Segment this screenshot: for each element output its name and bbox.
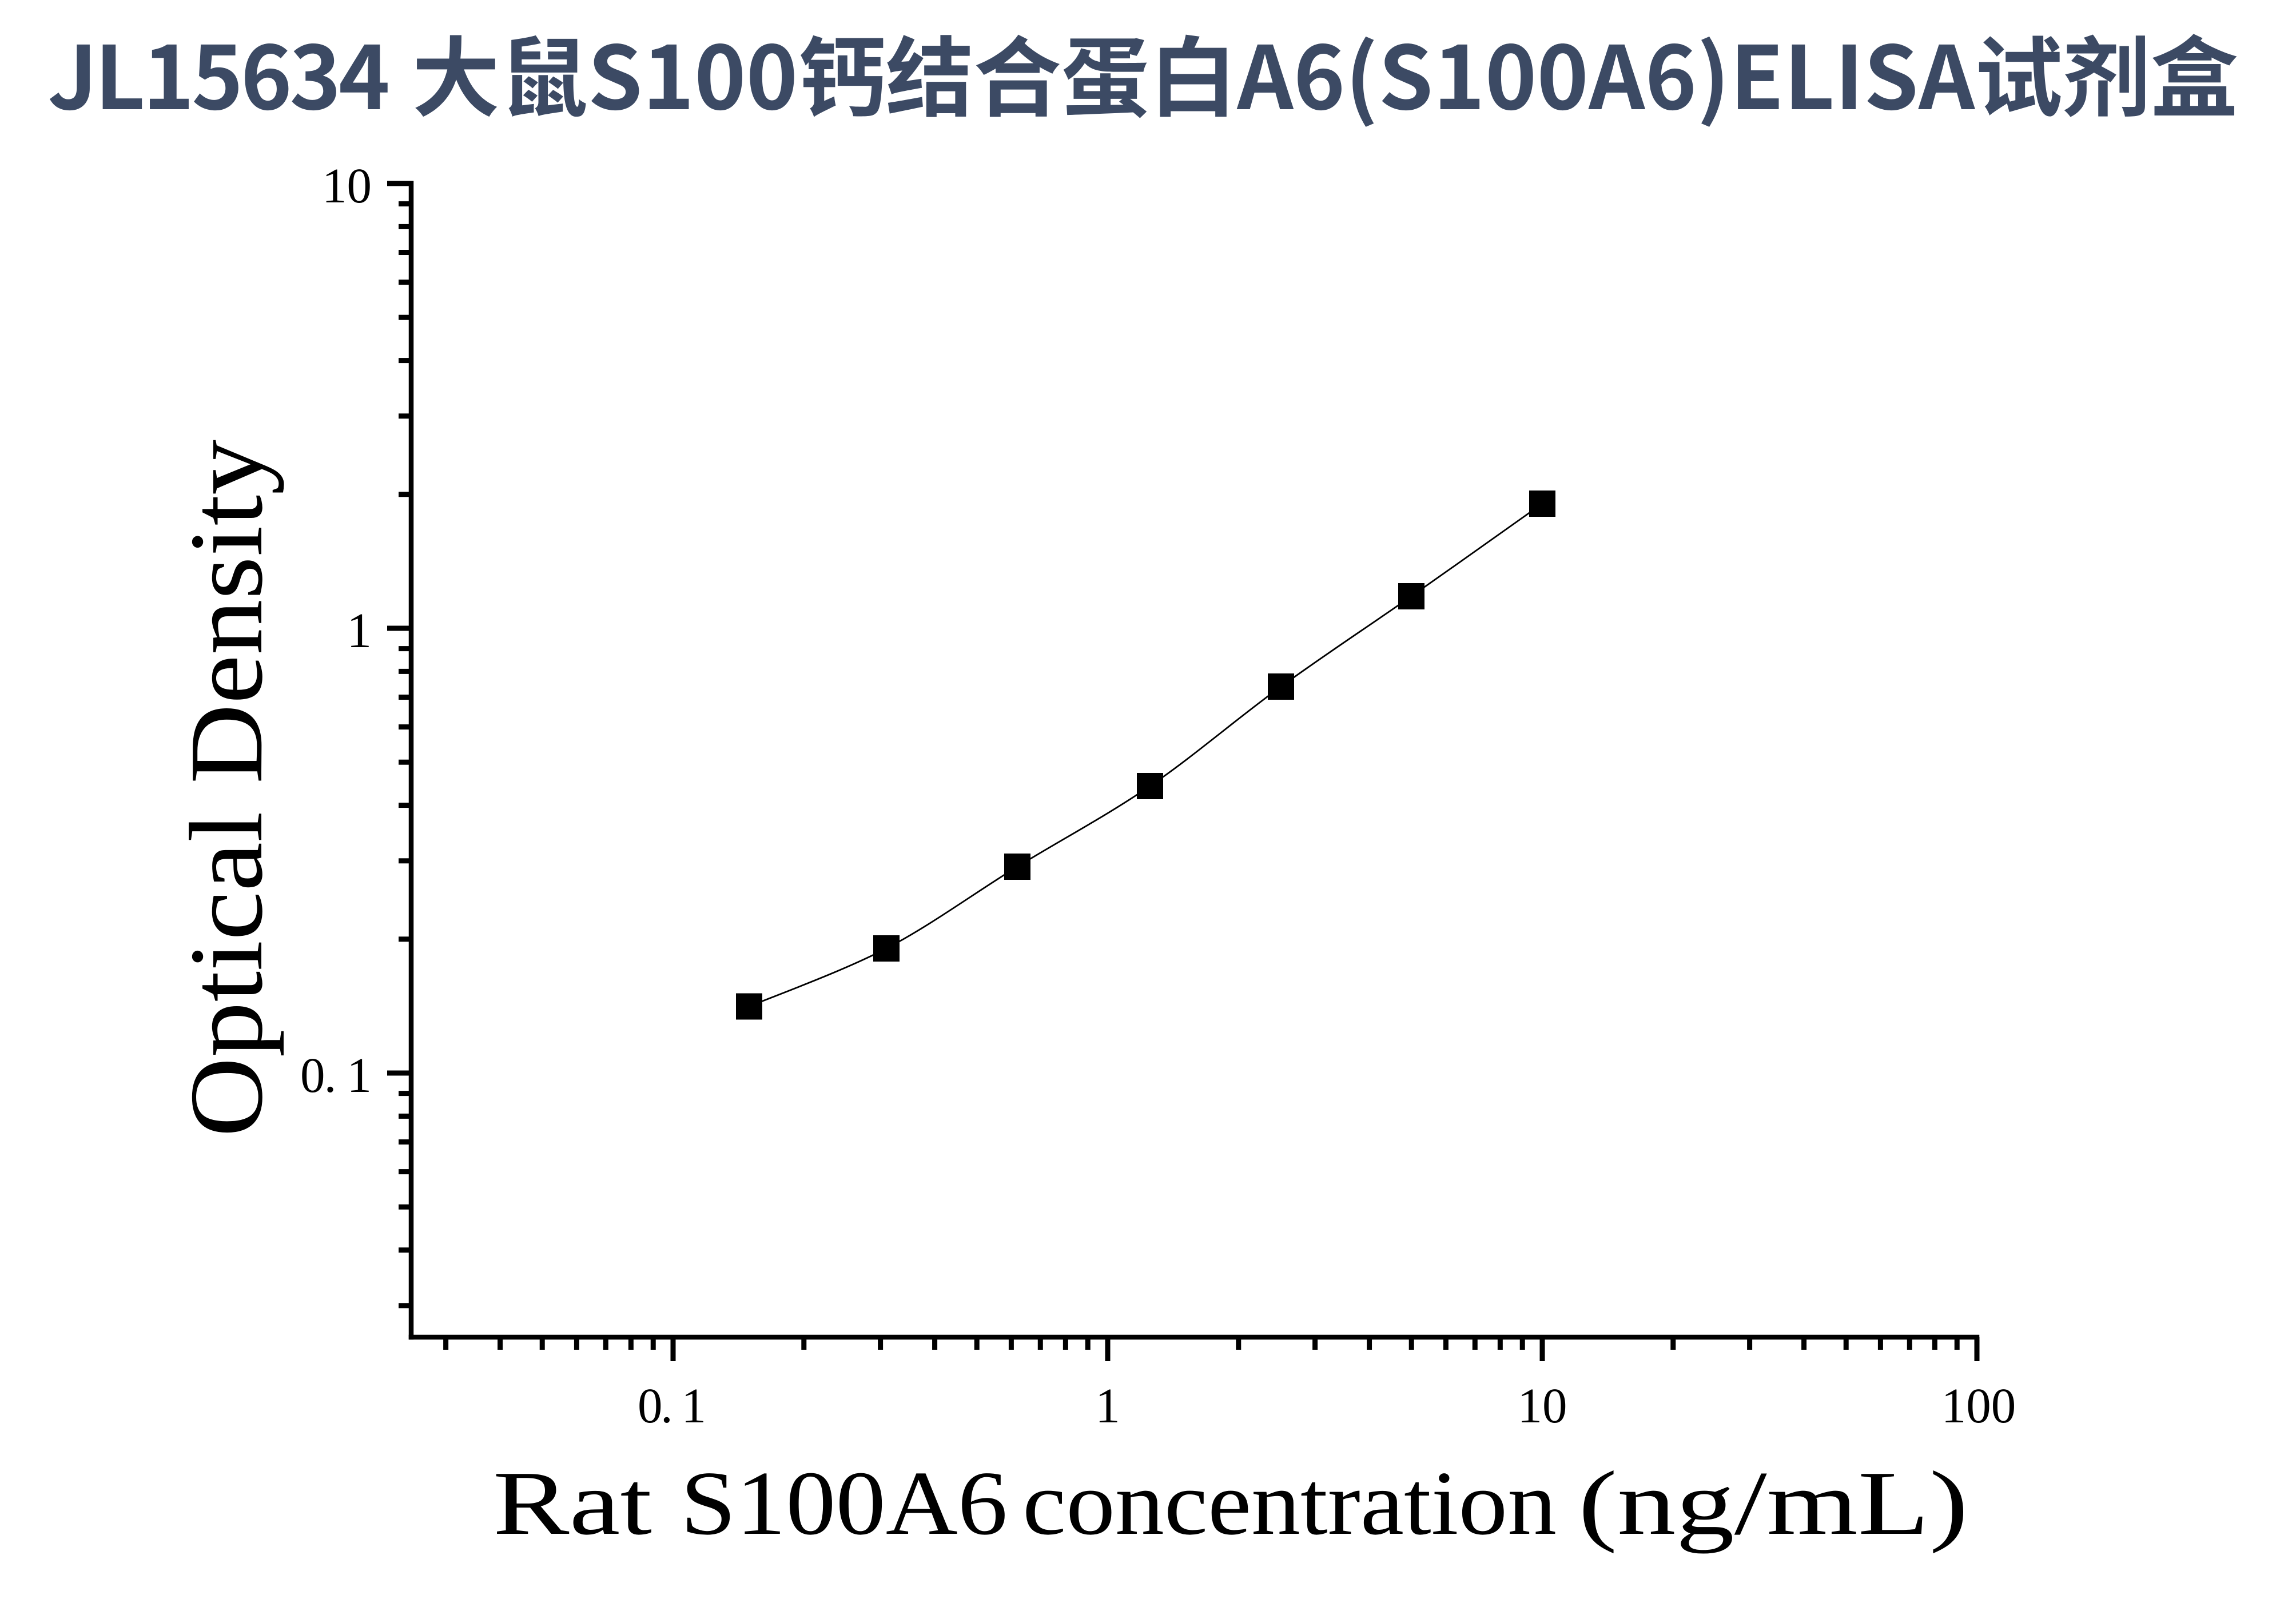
svg-text:1: 1 <box>1095 1378 1120 1433</box>
svg-text:S100A6: S100A6 <box>681 1452 1008 1554</box>
svg-text:(ng/mL): (ng/mL) <box>1578 1452 1968 1554</box>
svg-text:10: 10 <box>1518 1378 1567 1433</box>
svg-text:Optical Density: Optical Density <box>168 440 284 1137</box>
svg-text:0. 1: 0. 1 <box>638 1378 706 1433</box>
svg-text:10: 10 <box>322 158 372 213</box>
svg-text:0. 1: 0. 1 <box>300 1047 372 1103</box>
svg-text:1: 1 <box>347 603 372 658</box>
svg-text:100: 100 <box>1941 1378 2016 1433</box>
svg-text:Rat: Rat <box>493 1452 652 1554</box>
svg-text:concentration: concentration <box>1022 1452 1557 1554</box>
